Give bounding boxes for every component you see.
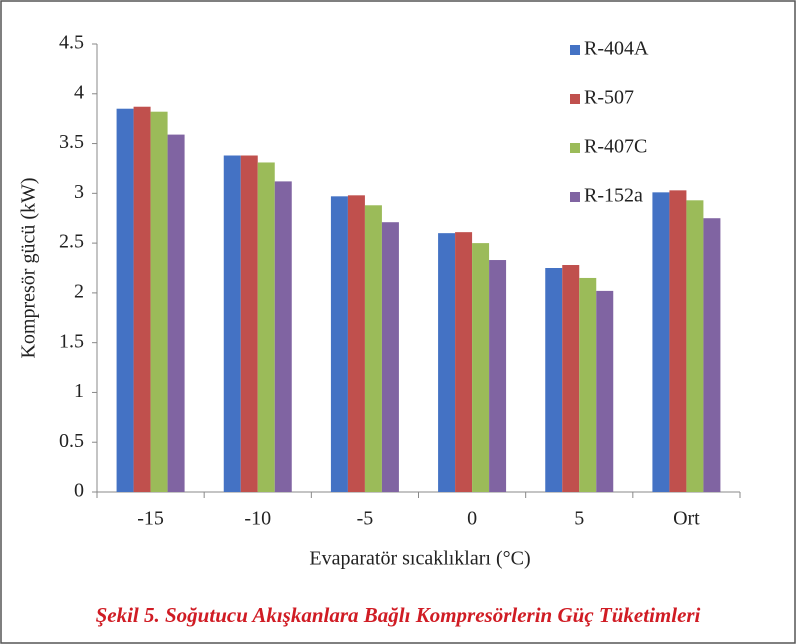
- bar: [347, 195, 365, 492]
- legend-swatch: [570, 192, 580, 202]
- legend-label: R-407C: [584, 136, 647, 158]
- bar: [686, 200, 704, 492]
- legend-label: R-404A: [584, 38, 649, 60]
- bar: [133, 106, 151, 492]
- bar: [150, 111, 168, 492]
- y-tick-label: 3.5: [59, 131, 84, 153]
- bar: [652, 192, 670, 493]
- y-tick-label: 1.5: [59, 330, 84, 352]
- x-tick-label: Ort: [673, 508, 700, 530]
- x-tick-label: -5: [357, 508, 374, 530]
- y-tick-label: 1: [74, 380, 84, 402]
- bar: [257, 162, 275, 492]
- bar: [455, 232, 473, 492]
- y-tick-label: 4: [74, 81, 84, 103]
- legend-label: R-507: [584, 87, 634, 109]
- caption: Şekil 5. Soğutucu Akışkanlara Bağlı Komp…: [96, 603, 701, 627]
- y-tick-label: 2.5: [59, 231, 84, 253]
- bar: [669, 190, 687, 492]
- bar: [240, 155, 258, 492]
- legend-label: R-152a: [584, 185, 643, 207]
- bar: [330, 196, 348, 492]
- x-tick-label: 5: [574, 508, 584, 530]
- bar: [472, 243, 490, 492]
- y-tick-label: 2: [74, 280, 84, 302]
- legend-swatch: [570, 143, 580, 153]
- legend-swatch: [570, 45, 580, 55]
- legend-swatch: [570, 94, 580, 104]
- bar: [545, 268, 563, 492]
- bar: [562, 265, 580, 492]
- bar: [703, 218, 721, 492]
- bar: [274, 181, 292, 493]
- bar: [596, 290, 614, 492]
- y-axis-label: Kompresör gücü (kW): [18, 177, 40, 358]
- bar: [116, 108, 134, 492]
- bar: [579, 277, 597, 492]
- x-tick-label: -15: [137, 508, 164, 530]
- y-tick-label: 4.5: [59, 32, 84, 54]
- y-tick-label: 0.5: [59, 430, 84, 452]
- x-axis-label: Evaparatör sıcaklıkları (°C): [309, 548, 530, 570]
- y-tick-label: 0: [74, 480, 84, 502]
- y-tick-label: 3: [74, 181, 84, 203]
- x-tick-label: 0: [467, 508, 477, 530]
- bar: [223, 155, 241, 492]
- bar: [489, 260, 507, 492]
- x-tick-label: -10: [244, 508, 271, 530]
- bar: [438, 233, 456, 492]
- bar: [381, 222, 399, 492]
- bar: [364, 205, 382, 492]
- bar: [167, 134, 185, 492]
